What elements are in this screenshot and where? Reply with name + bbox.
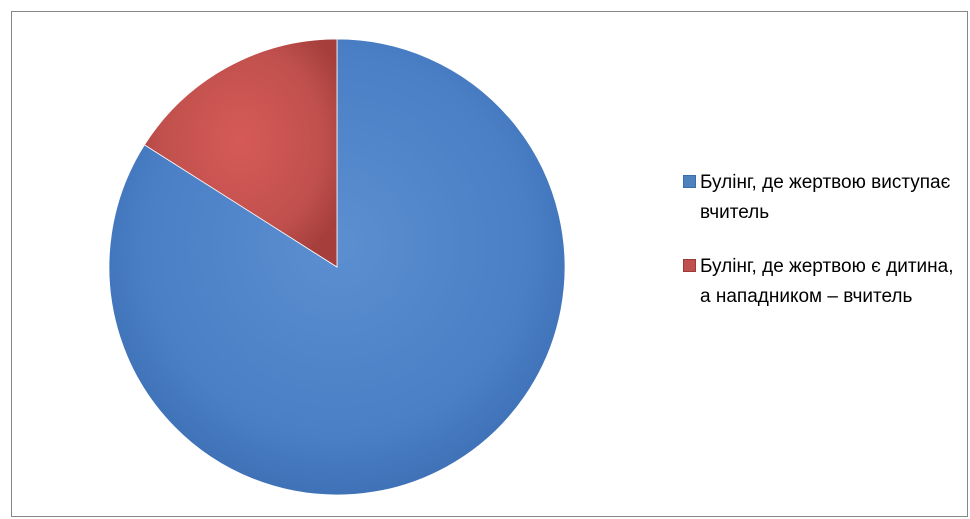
legend-swatch-blue (683, 175, 696, 188)
legend-item-teacher-victim: Булінг, де жертвою виступає вчитель (683, 168, 968, 228)
pie-slices (108, 38, 566, 496)
legend-item-child-victim: Булінг, де жертвою є дитина, а нападнико… (683, 252, 968, 312)
legend-label: Булінг, де жертвою є дитина, а нападнико… (700, 256, 954, 307)
legend-label: Булінг, де жертвою виступає вчитель (700, 172, 951, 223)
pie-slice-child-victim (143, 38, 338, 268)
legend: Булінг, де жертвою виступає вчитель Булі… (683, 168, 968, 336)
legend-swatch-red (683, 259, 696, 272)
